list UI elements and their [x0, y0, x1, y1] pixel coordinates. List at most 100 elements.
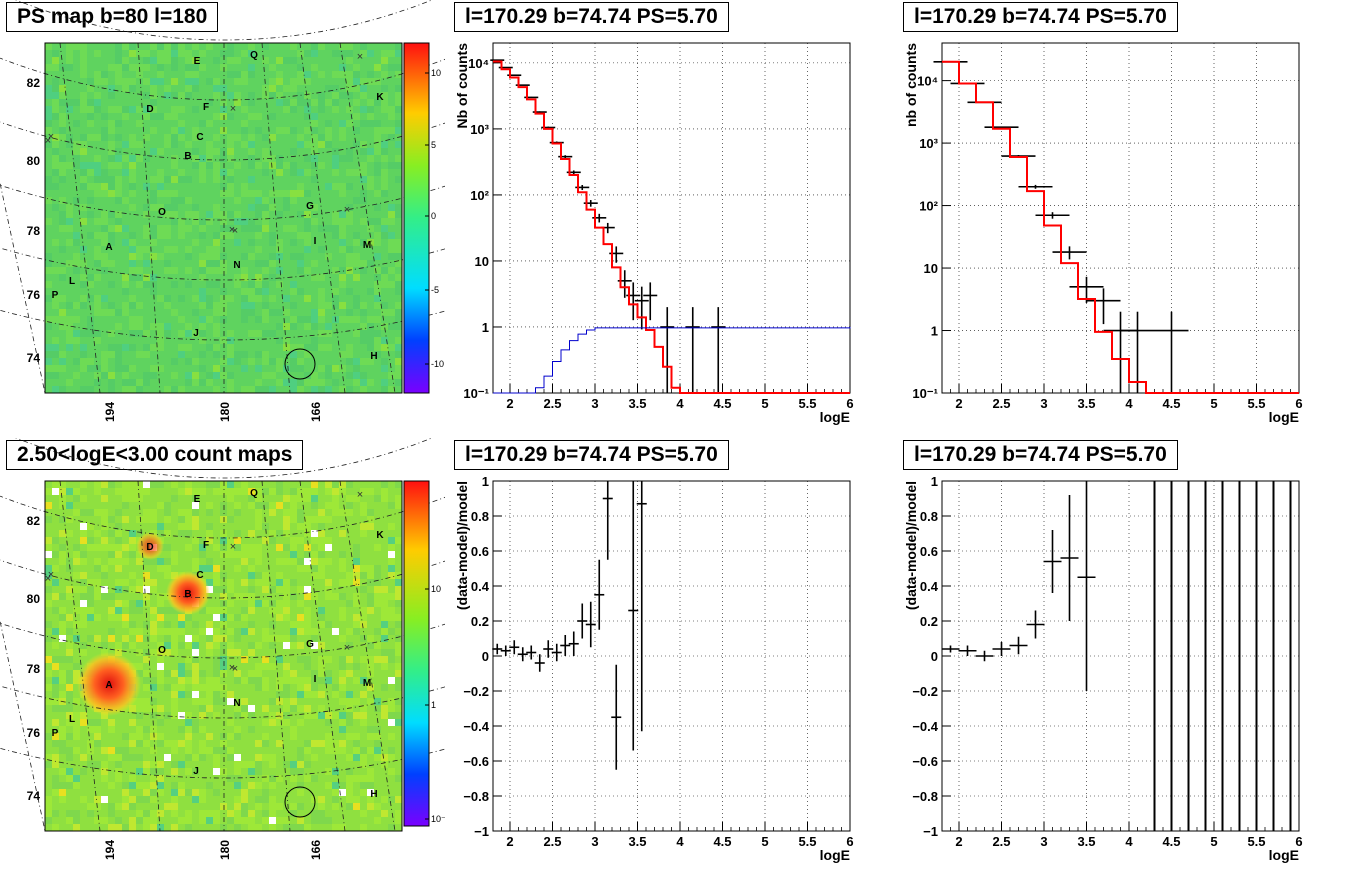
map-pixel: [395, 775, 402, 782]
map-pixel: [227, 379, 234, 386]
map-pixel: [129, 365, 136, 372]
map-pixel: [143, 50, 150, 57]
map-pixel: [311, 162, 318, 169]
map-pixel: [311, 530, 318, 537]
cross-marker: ×: [357, 489, 363, 501]
map-pixel: [381, 274, 388, 281]
map-pixel: [381, 600, 388, 607]
map-pixel: [290, 106, 297, 113]
map-pixel: [199, 379, 206, 386]
map-pixel: [52, 579, 59, 586]
map-pixel: [171, 635, 178, 642]
map-pixel: [101, 295, 108, 302]
map-pixel: [143, 92, 150, 99]
map-ytick-label: 80: [27, 154, 41, 168]
y-tick-label: 0.4: [471, 579, 490, 594]
map-pixel: [192, 635, 199, 642]
map-pixel: [269, 309, 276, 316]
map-pixel: [332, 106, 339, 113]
map-pixel: [52, 113, 59, 120]
map-pixel: [395, 204, 402, 211]
map-pixel: [199, 50, 206, 57]
map-pixel: [136, 106, 143, 113]
map-pixel: [339, 246, 346, 253]
map-pixel: [297, 99, 304, 106]
map-pixel: [192, 558, 199, 565]
map-pixel: [367, 239, 374, 246]
map-pixel: [374, 218, 381, 225]
map-pixel: [73, 148, 80, 155]
map-pixel: [367, 803, 374, 810]
map-pixel: [269, 698, 276, 705]
map-pixel: [325, 330, 332, 337]
map-pixel: [157, 593, 164, 600]
map-pixel: [388, 768, 395, 775]
map-pixel: [276, 127, 283, 134]
map-pixel: [360, 635, 367, 642]
map-pixel: [115, 358, 122, 365]
map-pixel: [325, 481, 332, 488]
map-pixel: [367, 516, 374, 523]
map-pixel: [73, 817, 80, 824]
map-pixel: [213, 260, 220, 267]
map-pixel: [311, 134, 318, 141]
map-pixel: [87, 544, 94, 551]
map-pixel: [136, 323, 143, 330]
map-pixel: [150, 782, 157, 789]
map-pixel: [115, 803, 122, 810]
map-pixel: [262, 148, 269, 155]
map-pixel: [381, 141, 388, 148]
map-pixel: [129, 78, 136, 85]
map-pixel: [52, 663, 59, 670]
map-pixel: [87, 579, 94, 586]
map-pixel: [143, 211, 150, 218]
map-pixel: [311, 565, 318, 572]
map-pixel: [241, 50, 248, 57]
source-label: B: [184, 589, 191, 600]
map-pixel: [94, 761, 101, 768]
map-pixel: [220, 358, 227, 365]
map-pixel: [206, 260, 213, 267]
map-pixel: [360, 78, 367, 85]
map-pixel: [381, 649, 388, 656]
map-pixel: [59, 628, 66, 635]
map-pixel: [234, 733, 241, 740]
map-pixel: [87, 586, 94, 593]
map-pixel: [248, 295, 255, 302]
source-label: C: [196, 570, 203, 581]
map-pixel: [192, 565, 199, 572]
map-pixel: [283, 204, 290, 211]
map-pixel: [171, 162, 178, 169]
map-pixel: [311, 642, 318, 649]
map-pixel: [318, 691, 325, 698]
map-pixel: [395, 176, 402, 183]
map-pixel: [94, 733, 101, 740]
map-pixel: [59, 607, 66, 614]
map-pixel: [276, 169, 283, 176]
map-pixel: [136, 274, 143, 281]
map-pixel: [360, 92, 367, 99]
map-pixel: [45, 551, 52, 558]
map-pixel: [353, 551, 360, 558]
map-pixel: [374, 267, 381, 274]
map-pixel: [234, 78, 241, 85]
map-pixel: [143, 810, 150, 817]
map-pixel: [381, 148, 388, 155]
map-pixel: [164, 113, 171, 120]
map-pixel: [220, 232, 227, 239]
map-pixel: [122, 309, 129, 316]
map-pixel: [122, 302, 129, 309]
map-pixel: [325, 544, 332, 551]
map-pixel: [150, 628, 157, 635]
map-pixel: [395, 593, 402, 600]
map-pixel: [150, 323, 157, 330]
map-pixel: [346, 260, 353, 267]
source-label: N: [233, 260, 240, 271]
map-pixel: [73, 99, 80, 106]
map-pixel: [185, 635, 192, 642]
map-pixel: [297, 558, 304, 565]
map-pixel: [129, 239, 136, 246]
map-pixel: [185, 810, 192, 817]
map-pixel: [199, 726, 206, 733]
map-pixel: [325, 323, 332, 330]
